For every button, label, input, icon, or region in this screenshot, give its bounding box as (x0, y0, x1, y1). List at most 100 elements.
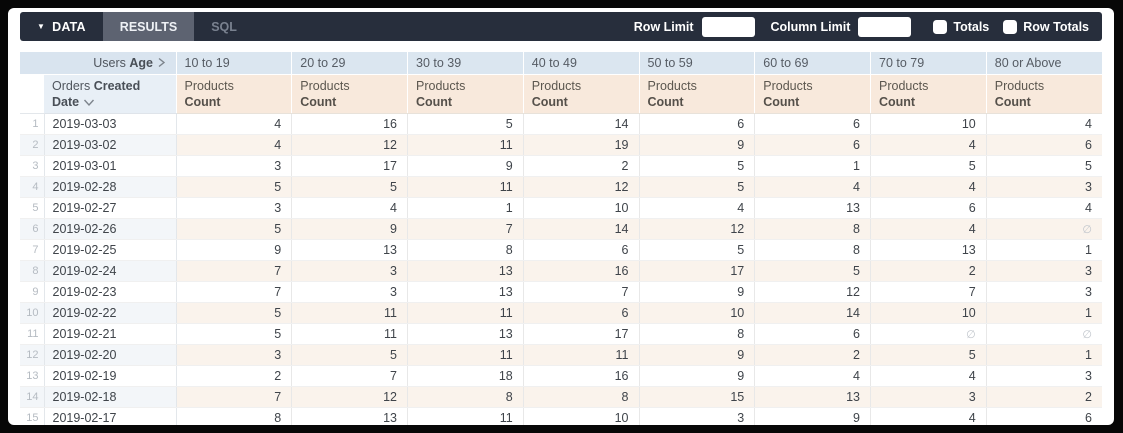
value-cell[interactable]: 4 (176, 113, 292, 135)
value-cell[interactable]: 5 (638, 239, 755, 261)
value-cell[interactable]: 9 (638, 344, 755, 366)
pivot-value-header[interactable]: 10 to 19 (175, 52, 292, 74)
value-cell[interactable]: 9 (176, 239, 292, 261)
value-cell[interactable]: 13 (754, 386, 871, 408)
date-cell[interactable]: 2019-02-24 (44, 260, 177, 282)
value-cell[interactable]: 8 (407, 386, 524, 408)
value-cell[interactable]: 5 (176, 176, 292, 198)
value-cell[interactable]: 17 (291, 155, 408, 177)
measure-header[interactable]: Products Count (638, 73, 755, 114)
value-cell[interactable]: 3 (985, 260, 1102, 282)
value-cell[interactable]: 11 (407, 134, 524, 156)
value-cell[interactable]: 9 (407, 155, 524, 177)
value-cell[interactable]: 1 (985, 344, 1102, 366)
value-cell[interactable]: 6 (870, 197, 987, 219)
value-cell[interactable]: 2 (522, 155, 639, 177)
value-cell[interactable]: 10 (522, 407, 639, 425)
value-cell[interactable]: 13 (870, 239, 987, 261)
value-cell[interactable]: 6 (985, 407, 1102, 425)
value-cell[interactable]: 1 (754, 155, 871, 177)
date-cell[interactable]: 2019-02-19 (44, 365, 177, 387)
value-cell[interactable]: 3 (176, 155, 292, 177)
value-cell[interactable]: 6 (754, 134, 871, 156)
value-cell[interactable]: 12 (291, 134, 408, 156)
measure-header[interactable]: Products Count (754, 73, 871, 114)
value-cell[interactable]: 1 (985, 239, 1102, 261)
value-cell[interactable]: 10 (522, 197, 639, 219)
value-cell[interactable]: 5 (407, 113, 524, 135)
pivot-value-header[interactable]: 30 to 39 (407, 52, 524, 74)
value-cell[interactable]: 6 (754, 323, 871, 345)
value-cell[interactable]: 11 (291, 302, 408, 324)
value-cell[interactable]: 3 (291, 260, 408, 282)
value-cell[interactable]: 3 (870, 386, 987, 408)
value-cell[interactable]: 2 (985, 386, 1102, 408)
value-cell[interactable]: 8 (176, 407, 292, 425)
value-cell[interactable]: 6 (754, 113, 871, 135)
measure-header[interactable]: Products Count (175, 73, 292, 114)
value-cell[interactable]: 5 (176, 218, 292, 240)
date-cell[interactable]: 2019-03-02 (44, 134, 177, 156)
measure-header[interactable]: Products Count (985, 73, 1102, 114)
value-cell[interactable]: 5 (638, 155, 755, 177)
pivot-dimension-header[interactable]: Users Age (20, 52, 176, 74)
value-cell[interactable]: 8 (754, 218, 871, 240)
value-cell[interactable]: 13 (407, 323, 524, 345)
row-dimension-header[interactable]: Orders Created Date (44, 73, 176, 114)
value-cell[interactable]: 11 (407, 176, 524, 198)
column-limit-input[interactable] (858, 16, 912, 37)
tab-sql[interactable]: SQL (194, 12, 254, 41)
value-cell[interactable]: 6 (985, 134, 1102, 156)
value-cell[interactable]: 8 (638, 323, 755, 345)
value-cell[interactable]: 5 (870, 155, 987, 177)
value-cell[interactable]: 8 (754, 239, 871, 261)
value-cell[interactable]: 18 (407, 365, 524, 387)
value-cell[interactable]: 3 (985, 365, 1102, 387)
value-cell[interactable]: 5 (176, 302, 292, 324)
value-cell[interactable]: 14 (754, 302, 871, 324)
value-cell[interactable]: 12 (522, 176, 639, 198)
value-cell[interactable]: 5 (985, 155, 1102, 177)
value-cell[interactable]: 15 (638, 386, 755, 408)
value-cell[interactable]: 4 (291, 197, 408, 219)
value-cell[interactable]: 13 (291, 239, 408, 261)
value-cell[interactable]: 10 (870, 113, 987, 135)
value-cell[interactable]: 9 (638, 134, 755, 156)
totals-checkbox[interactable] (933, 19, 948, 34)
pivot-value-header[interactable]: 60 to 69 (754, 52, 871, 74)
value-cell[interactable]: 6 (522, 239, 639, 261)
value-cell[interactable]: 4 (638, 197, 755, 219)
value-cell[interactable]: 3 (985, 176, 1102, 198)
value-cell[interactable]: 4 (754, 176, 871, 198)
value-cell[interactable]: 7 (870, 281, 987, 303)
date-cell[interactable]: 2019-03-03 (44, 113, 177, 135)
value-cell[interactable]: 7 (176, 386, 292, 408)
date-cell[interactable]: 2019-02-18 (44, 386, 177, 408)
value-cell[interactable]: 4 (754, 365, 871, 387)
tab-results[interactable]: RESULTS (102, 12, 195, 41)
value-cell[interactable]: 13 (407, 281, 524, 303)
value-cell[interactable]: 14 (522, 113, 639, 135)
value-cell[interactable]: 9 (291, 218, 408, 240)
value-cell[interactable]: 4 (870, 365, 987, 387)
value-cell[interactable]: 4 (985, 197, 1102, 219)
value-cell[interactable]: 5 (176, 323, 292, 345)
measure-header[interactable]: Products Count (522, 73, 639, 114)
value-cell[interactable]: 7 (407, 218, 524, 240)
value-cell[interactable]: 16 (522, 260, 639, 282)
pivot-value-header[interactable]: 70 to 79 (870, 52, 987, 74)
tab-data[interactable]: ▼ DATA (20, 12, 103, 41)
value-cell[interactable]: 8 (522, 386, 639, 408)
value-cell[interactable]: 9 (638, 365, 755, 387)
value-cell[interactable]: 2 (754, 344, 871, 366)
value-cell[interactable]: 4 (870, 176, 987, 198)
value-cell[interactable]: 13 (754, 197, 871, 219)
row-totals-checkbox[interactable] (1003, 19, 1018, 34)
value-cell[interactable]: 16 (291, 113, 408, 135)
value-cell[interactable]: 5 (754, 260, 871, 282)
value-cell[interactable]: 4 (870, 407, 987, 425)
value-cell[interactable]: 9 (638, 281, 755, 303)
value-cell[interactable]: 6 (522, 302, 639, 324)
measure-header[interactable]: Products Count (407, 73, 524, 114)
value-cell[interactable]: 11 (407, 344, 524, 366)
